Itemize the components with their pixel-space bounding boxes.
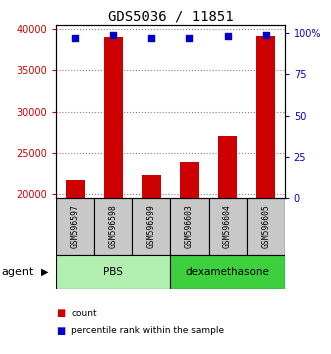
Point (187, 35, 192, 41)
Bar (142, 175, 161, 354)
Bar (66, 180, 85, 354)
Text: dexamethasone: dexamethasone (186, 267, 269, 277)
Text: count: count (71, 309, 97, 318)
Bar (218, 136, 237, 354)
Point (225, 34, 230, 39)
Bar (256, 35, 275, 354)
Text: PBS: PBS (103, 267, 123, 277)
Text: GSM596604: GSM596604 (223, 205, 232, 249)
Text: agent: agent (2, 267, 34, 277)
Bar (209, 198, 247, 255)
Bar (170, 255, 285, 289)
Point (72, 35, 78, 41)
Bar (56, 255, 170, 289)
Text: percentile rank within the sample: percentile rank within the sample (71, 326, 224, 336)
Text: GSM596599: GSM596599 (147, 205, 156, 249)
Point (149, 35, 154, 41)
Text: GSM596597: GSM596597 (71, 205, 80, 249)
Bar (170, 198, 209, 255)
Text: GSM596603: GSM596603 (185, 205, 194, 249)
Text: GSM596598: GSM596598 (109, 205, 118, 249)
Text: ▶: ▶ (41, 267, 48, 277)
Bar (132, 198, 170, 255)
Text: ■: ■ (56, 308, 66, 318)
Bar (56, 198, 94, 255)
Text: GSM596605: GSM596605 (261, 205, 270, 249)
Bar (94, 198, 132, 255)
Text: ■: ■ (56, 326, 66, 336)
Point (111, 32, 116, 38)
Bar (180, 162, 199, 354)
Bar (247, 198, 285, 255)
Point (263, 32, 268, 38)
Bar (104, 37, 123, 354)
Title: GDS5036 / 11851: GDS5036 / 11851 (108, 10, 233, 24)
